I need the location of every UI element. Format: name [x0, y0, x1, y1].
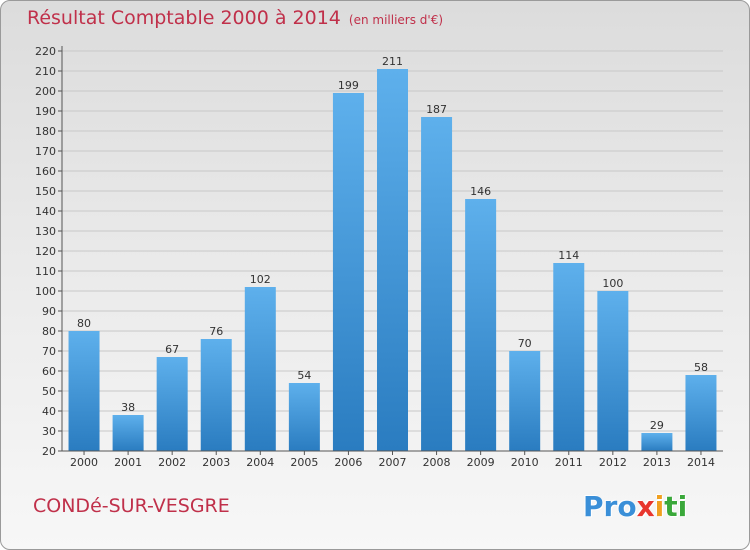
y-tick-label: 60 [42, 365, 56, 378]
x-tick-label: 2000 [70, 456, 98, 469]
bar [200, 339, 232, 451]
bar [156, 357, 188, 451]
bar [112, 415, 144, 451]
chart-unit: (en milliers d'€) [348, 13, 444, 27]
y-tick-label: 170 [35, 145, 56, 158]
x-tick-label: 2004 [246, 456, 274, 469]
place-name: CONDé-SUR-VESGRE [33, 495, 230, 517]
x-tick-label: 2013 [643, 456, 671, 469]
y-tick-label: 130 [35, 225, 56, 238]
x-tick-label: 2001 [114, 456, 142, 469]
x-tick-label: 2012 [599, 456, 627, 469]
x-tick-label: 2008 [423, 456, 451, 469]
logo-letter: x [636, 490, 655, 523]
bar [597, 291, 629, 451]
bar-value-label: 187 [426, 103, 447, 116]
x-tick-label: 2009 [467, 456, 495, 469]
bar [421, 117, 453, 451]
bar-value-label: 100 [602, 277, 623, 290]
bar-value-label: 70 [518, 337, 532, 350]
logo-letter: i [677, 490, 688, 523]
y-tick-label: 20 [42, 445, 56, 458]
x-tick-label: 2003 [202, 456, 230, 469]
x-tick-label: 2010 [511, 456, 539, 469]
bar-value-label: 102 [250, 273, 271, 286]
bar-value-label: 38 [121, 401, 135, 414]
logo-letter: o [617, 490, 637, 523]
bar [465, 199, 497, 451]
y-tick-label: 40 [42, 405, 56, 418]
y-tick-label: 50 [42, 385, 56, 398]
bar [509, 351, 541, 451]
bar-value-label: 114 [558, 249, 579, 262]
chart-title-text: Résultat Comptable 2000 à 2014 [27, 7, 341, 29]
bar-value-label: 54 [297, 369, 311, 382]
bar-value-label: 146 [470, 185, 491, 198]
y-tick-label: 210 [35, 65, 56, 78]
y-tick-label: 140 [35, 205, 56, 218]
bar [641, 433, 673, 451]
logo-letter: i [654, 490, 665, 523]
proxiti-logo: Proxiti [583, 490, 687, 523]
bar-value-label: 67 [165, 343, 179, 356]
y-tick-label: 70 [42, 345, 56, 358]
bar-value-label: 29 [650, 419, 664, 432]
bar [68, 331, 100, 451]
y-tick-label: 100 [35, 285, 56, 298]
x-tick-label: 2006 [334, 456, 362, 469]
y-tick-label: 220 [35, 45, 56, 58]
x-tick-label: 2014 [687, 456, 715, 469]
x-tick-label: 2007 [379, 456, 407, 469]
y-tick-label: 200 [35, 85, 56, 98]
bar [553, 263, 585, 451]
x-tick-label: 2011 [555, 456, 583, 469]
logo-letter: t [664, 490, 678, 523]
y-tick-label: 160 [35, 165, 56, 178]
x-tick-label: 2005 [290, 456, 318, 469]
bar [332, 93, 364, 451]
x-tick-label: 2002 [158, 456, 186, 469]
y-tick-label: 190 [35, 105, 56, 118]
bar-value-label: 199 [338, 79, 359, 92]
chart-title: Résultat Comptable 2000 à 2014 (en millie… [27, 7, 443, 29]
bar [685, 375, 717, 451]
bar-value-label: 80 [77, 317, 91, 330]
y-tick-label: 110 [35, 265, 56, 278]
y-tick-label: 150 [35, 185, 56, 198]
bar-value-label: 211 [382, 55, 403, 68]
y-tick-label: 180 [35, 125, 56, 138]
y-tick-label: 120 [35, 245, 56, 258]
bar-value-label: 58 [694, 361, 708, 374]
logo-letter: r [603, 490, 618, 523]
bar [244, 287, 276, 451]
bar-value-label: 76 [209, 325, 223, 338]
bar [288, 383, 320, 451]
y-tick-label: 80 [42, 325, 56, 338]
y-tick-label: 90 [42, 305, 56, 318]
y-tick-label: 30 [42, 425, 56, 438]
bar [377, 69, 408, 451]
logo-letter: P [583, 490, 604, 523]
